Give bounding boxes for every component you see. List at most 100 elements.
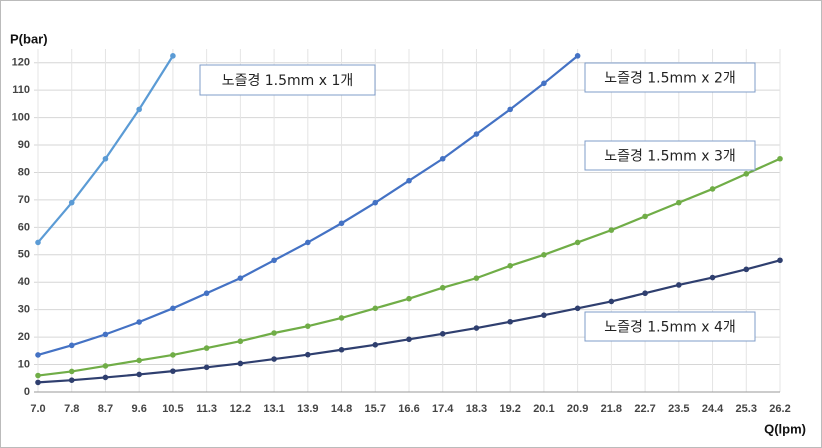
x-tick-label: 7.0 (30, 403, 45, 415)
data-point (170, 53, 176, 59)
data-point (170, 305, 176, 312)
x-tick-label: 22.7 (634, 403, 655, 415)
y-tick-label: 0 (24, 386, 30, 398)
data-point (372, 342, 379, 348)
data-point (102, 331, 109, 338)
data-point (608, 298, 615, 305)
data-point (406, 177, 412, 184)
y-tick-label: 110 (12, 84, 30, 96)
x-tick-label: 24.4 (702, 403, 724, 415)
x-tick-label: 12.2 (230, 403, 251, 415)
data-point (305, 323, 311, 329)
data-point (35, 372, 41, 379)
x-tick-label: 13.1 (263, 403, 284, 415)
data-point (68, 368, 75, 375)
data-point (473, 131, 480, 137)
x-tick-label: 16.6 (398, 403, 419, 415)
data-point (473, 275, 480, 281)
data-point (68, 377, 75, 384)
data-point (743, 171, 750, 177)
x-axis-title: Q(lpm) (764, 421, 806, 436)
x-tick-label: 10.5 (162, 403, 183, 415)
x-tick-label: 15.7 (365, 403, 386, 415)
data-point (777, 155, 783, 162)
data-point (203, 290, 210, 297)
data-point (338, 315, 345, 321)
annotation-box (584, 140, 756, 171)
data-point (372, 305, 379, 312)
y-tick-label: 60 (18, 221, 30, 233)
data-point (136, 371, 142, 378)
x-tick-label: 26.2 (769, 403, 790, 415)
data-point (676, 282, 682, 288)
data-point (507, 318, 513, 325)
data-point (608, 227, 615, 233)
data-point (237, 338, 244, 345)
y-tick-label: 20 (18, 331, 30, 343)
x-tick-label: 21.8 (601, 403, 622, 415)
data-point (136, 357, 142, 364)
x-tick-label: 8.7 (98, 403, 113, 415)
legend-label: 노즐경 1.5mm x 2개 (604, 71, 736, 87)
data-point (237, 275, 244, 281)
data-point (203, 364, 210, 371)
data-point (271, 356, 277, 362)
data-point (574, 239, 581, 246)
data-point (102, 155, 109, 162)
y-tick-label: 120 (12, 57, 30, 69)
data-point (68, 199, 75, 206)
y-tick-label: 50 (18, 249, 30, 261)
y-tick-label: 30 (18, 304, 30, 316)
data-point (338, 346, 345, 353)
data-point (541, 252, 547, 258)
data-point (676, 199, 682, 206)
x-tick-label: 25.3 (736, 403, 757, 415)
data-point (743, 266, 750, 273)
data-point (709, 274, 716, 281)
data-point (136, 106, 142, 113)
x-tick-label: 14.8 (331, 403, 352, 415)
legend-label: 노즐경 1.5mm x 3개 (604, 149, 736, 165)
x-tick-label: 11.3 (196, 403, 217, 415)
data-point (541, 312, 547, 318)
data-point (406, 295, 412, 302)
data-point (574, 53, 581, 59)
x-tick-label: 18.3 (466, 403, 487, 415)
annotation-box (584, 62, 756, 93)
y-tick-label: 80 (18, 166, 30, 178)
data-point (473, 325, 480, 331)
x-tick-label: 17.4 (432, 403, 454, 415)
data-point (574, 305, 581, 312)
data-point (203, 345, 210, 351)
data-point (642, 213, 648, 220)
data-point (439, 155, 446, 162)
data-point (305, 351, 311, 358)
y-tick-label: 100 (12, 112, 30, 124)
x-tick-label: 13.9 (297, 403, 318, 415)
data-point (102, 363, 109, 369)
data-point (271, 257, 277, 264)
data-point (271, 330, 277, 336)
data-point (35, 352, 41, 358)
data-point (642, 290, 648, 297)
data-point (709, 186, 716, 192)
annotation-box (199, 64, 376, 96)
data-point (35, 379, 41, 386)
data-point (237, 360, 244, 367)
data-point (170, 368, 176, 374)
data-point (777, 257, 783, 264)
data-point (136, 319, 142, 325)
x-tick-label: 23.5 (668, 403, 689, 415)
y-tick-label: 10 (18, 358, 30, 370)
x-tick-label: 20.9 (567, 403, 588, 415)
x-tick-label: 9.6 (132, 403, 147, 415)
data-point (68, 342, 75, 349)
data-point (372, 199, 379, 206)
data-point (102, 374, 109, 381)
data-point (170, 352, 176, 358)
annotation-box (584, 311, 756, 342)
data-point (439, 284, 446, 291)
x-tick-label: 20.1 (533, 403, 554, 415)
y-tick-label: 90 (18, 139, 30, 151)
